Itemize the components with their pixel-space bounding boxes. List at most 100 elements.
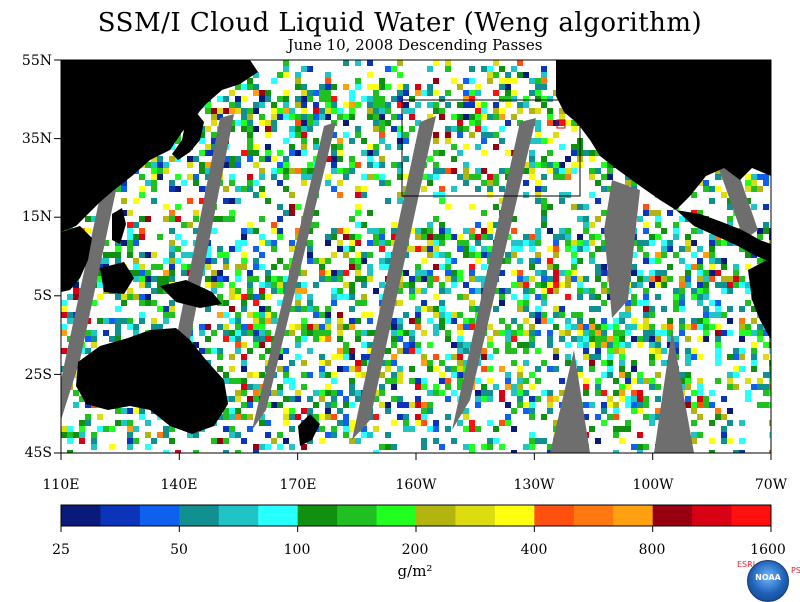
field-cell bbox=[541, 138, 547, 144]
field-cell bbox=[523, 288, 529, 294]
field-cell bbox=[643, 252, 649, 258]
field-cell bbox=[535, 348, 541, 354]
field-cell bbox=[625, 342, 631, 348]
field-cell bbox=[115, 420, 121, 426]
field-cell bbox=[757, 186, 763, 192]
field-cell bbox=[463, 90, 469, 96]
field-cell bbox=[289, 330, 295, 336]
field-cell bbox=[625, 384, 631, 390]
field-cell bbox=[385, 432, 391, 438]
field-cell bbox=[271, 222, 277, 228]
field-cell bbox=[367, 84, 373, 90]
field-cell bbox=[223, 96, 229, 102]
field-cell bbox=[763, 390, 769, 396]
field-cell bbox=[157, 306, 163, 312]
field-cell bbox=[397, 378, 403, 384]
field-cell bbox=[397, 300, 403, 306]
field-cell bbox=[481, 348, 487, 354]
field-cell bbox=[685, 270, 691, 276]
field-cell bbox=[523, 180, 529, 186]
field-cell bbox=[67, 318, 73, 324]
field-cell bbox=[241, 402, 247, 408]
field-cell bbox=[475, 426, 481, 432]
field-cell bbox=[319, 96, 325, 102]
field-cell bbox=[259, 264, 265, 270]
field-cell bbox=[229, 408, 235, 414]
field-cell bbox=[673, 342, 679, 348]
field-cell bbox=[235, 288, 241, 294]
field-cell bbox=[553, 354, 559, 360]
field-cell bbox=[691, 228, 697, 234]
field-cell bbox=[325, 180, 331, 186]
field-cell bbox=[373, 126, 379, 132]
field-cell bbox=[73, 294, 79, 300]
field-cell bbox=[139, 192, 145, 198]
lon-label-70w: 70W bbox=[754, 477, 788, 493]
field-cell bbox=[649, 234, 655, 240]
field-cell bbox=[421, 228, 427, 234]
field-cell bbox=[331, 228, 337, 234]
field-cell bbox=[241, 240, 247, 246]
field-cell bbox=[379, 384, 385, 390]
field-cell bbox=[595, 438, 601, 444]
field-cell bbox=[289, 378, 295, 384]
field-cell bbox=[331, 156, 337, 162]
field-cell bbox=[529, 324, 535, 330]
field-cell bbox=[325, 84, 331, 90]
field-cell bbox=[565, 246, 571, 252]
field-cell bbox=[763, 330, 769, 336]
field-cell bbox=[229, 378, 235, 384]
field-cell bbox=[769, 366, 771, 372]
field-cell bbox=[643, 276, 649, 282]
field-cell bbox=[499, 396, 505, 402]
field-cell bbox=[667, 336, 673, 342]
field-cell bbox=[523, 378, 529, 384]
field-cell bbox=[385, 120, 391, 126]
colorbar-units: g/m² bbox=[397, 562, 433, 580]
field-cell bbox=[481, 180, 487, 186]
field-cell bbox=[181, 270, 187, 276]
field-cell bbox=[307, 120, 313, 126]
field-cell bbox=[541, 156, 547, 162]
field-cell bbox=[469, 204, 475, 210]
field-cell bbox=[283, 348, 289, 354]
field-cell bbox=[343, 174, 349, 180]
field-cell bbox=[661, 360, 667, 366]
field-cell bbox=[523, 318, 529, 324]
field-cell bbox=[769, 342, 771, 348]
field-cell bbox=[481, 252, 487, 258]
field-cell bbox=[169, 258, 175, 264]
field-cell bbox=[307, 162, 313, 168]
field-cell bbox=[547, 228, 553, 234]
field-cell bbox=[715, 186, 721, 192]
field-cell bbox=[451, 276, 457, 282]
field-cell bbox=[373, 396, 379, 402]
field-cell bbox=[295, 204, 301, 210]
field-cell bbox=[439, 234, 445, 240]
field-cell bbox=[553, 234, 559, 240]
field-cell bbox=[385, 240, 391, 246]
field-cell bbox=[475, 186, 481, 192]
field-cell bbox=[223, 252, 229, 258]
field-cell bbox=[535, 318, 541, 324]
field-cell bbox=[499, 114, 505, 120]
field-cell bbox=[229, 216, 235, 222]
colorbar-cell bbox=[337, 505, 378, 526]
field-cell bbox=[559, 234, 565, 240]
field-cell bbox=[421, 246, 427, 252]
field-cell bbox=[253, 384, 259, 390]
field-cell bbox=[487, 378, 493, 384]
field-cell bbox=[115, 330, 121, 336]
field-cell bbox=[241, 96, 247, 102]
field-cell bbox=[415, 384, 421, 390]
field-cell bbox=[109, 336, 115, 342]
field-cell bbox=[511, 450, 517, 453]
field-cell bbox=[139, 300, 145, 306]
field-cell bbox=[379, 102, 385, 108]
field-cell bbox=[433, 264, 439, 270]
field-cell bbox=[691, 348, 697, 354]
field-cell bbox=[313, 330, 319, 336]
field-cell bbox=[229, 426, 235, 432]
lat-label-55n: 55N bbox=[21, 53, 52, 69]
field-cell bbox=[613, 324, 619, 330]
